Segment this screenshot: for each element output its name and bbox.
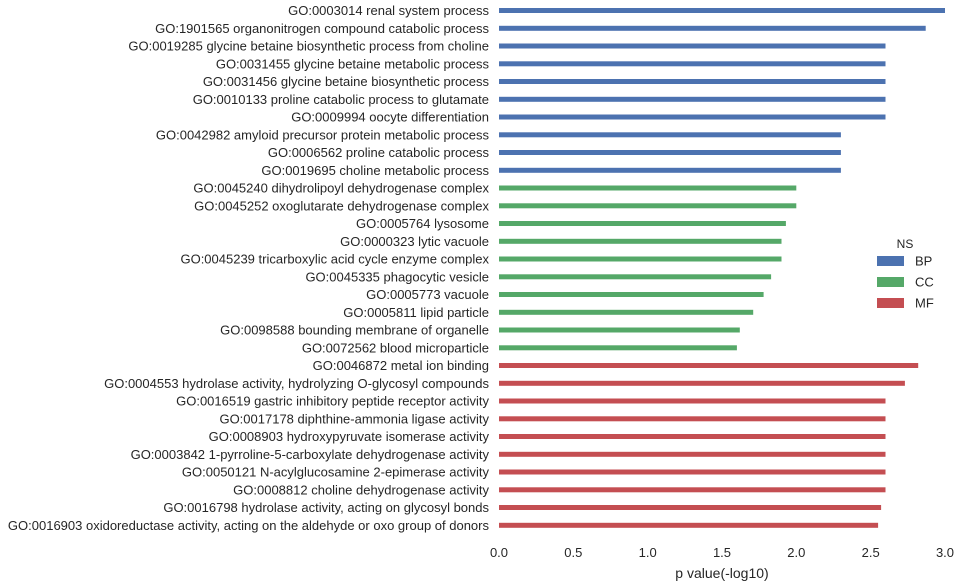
x-tick-label: 0.0 <box>490 545 508 560</box>
bar-cc <box>499 327 740 333</box>
category-label: GO:0005773 vacuole <box>366 287 489 302</box>
category-label: GO:0008903 hydroxypyruvate isomerase act… <box>209 429 490 444</box>
bar-bp <box>499 61 886 67</box>
bar-bp <box>499 150 841 155</box>
bar-cc <box>499 309 754 315</box>
legend-title: NS <box>897 237 914 251</box>
bar-cc <box>499 274 772 280</box>
bar-mf <box>499 380 905 386</box>
category-label: GO:0042982 amyloid precursor protein met… <box>156 127 490 142</box>
x-tick-label: 0.5 <box>564 545 582 560</box>
bar-bp <box>499 25 926 31</box>
bar-bp <box>499 8 945 13</box>
bar-mf <box>499 469 886 475</box>
category-label: GO:0050121 N-acylglucosamine 2-epimerase… <box>182 465 490 480</box>
category-label: GO:0098588 bounding membrane of organell… <box>220 323 489 338</box>
legend-swatch-bp <box>877 256 904 266</box>
category-label: GO:0000323 lytic vacuole <box>340 234 489 249</box>
bar-cc <box>499 238 782 244</box>
bar-cc <box>499 221 786 226</box>
legend-label-bp: BP <box>915 254 932 269</box>
category-label: GO:0008812 choline dehydrogenase activit… <box>233 482 489 497</box>
x-tick-label: 1.5 <box>713 545 731 560</box>
category-label: GO:0009994 oocyte differentiation <box>291 110 489 125</box>
x-tick-label: 2.5 <box>862 545 880 560</box>
bar-bp <box>499 96 886 102</box>
bar-mf <box>499 363 919 368</box>
bar-cc <box>499 256 782 262</box>
category-label: GO:0003842 1-pyrroline-5-carboxylate deh… <box>131 447 490 462</box>
category-label: GO:0003014 renal system process <box>288 3 489 18</box>
category-labels: GO:0003014 renal system process GO:190156… <box>8 3 490 533</box>
category-label: GO:1901565 organonitrogen compound catab… <box>155 21 489 36</box>
bar-mf <box>499 522 879 528</box>
category-label: GO:0005811 lipid particle <box>343 305 489 320</box>
legend-label-cc: CC <box>915 275 934 290</box>
bar-bp <box>499 132 841 138</box>
bar-mf <box>499 416 886 422</box>
x-tick-label: 3.0 <box>936 545 954 560</box>
category-label: GO:0016798 hydrolase activity, acting on… <box>163 500 489 515</box>
x-axis: 0.0 0.5 1.0 1.5 2.0 2.5 3.0 <box>490 545 954 560</box>
legend-swatch-mf <box>877 298 904 308</box>
bar-cc <box>499 185 797 191</box>
bar-mf <box>499 505 882 510</box>
category-label: GO:0017178 diphthine-ammonia ligase acti… <box>219 411 489 426</box>
legend-swatch-cc <box>877 277 904 287</box>
category-label: GO:0031456 glycine betaine biosynthetic … <box>203 74 490 89</box>
x-tick-label: 2.0 <box>787 545 805 560</box>
bar-cc <box>499 345 737 351</box>
category-label: GO:0005764 lysosome <box>356 216 489 231</box>
category-label: GO:0016519 gastric inhibitory peptide re… <box>176 394 489 409</box>
bar-mf <box>499 398 886 404</box>
bar-bp <box>499 43 886 49</box>
category-label: GO:0019695 choline metabolic process <box>261 163 489 178</box>
bar-mf <box>499 434 886 439</box>
category-label: GO:0019285 glycine betaine biosynthetic … <box>128 39 489 54</box>
bar-cc <box>499 203 797 209</box>
category-label: GO:0046872 metal ion binding <box>313 358 489 373</box>
category-label: GO:0045240 dihydrolipoyl dehydrogenase c… <box>193 181 489 196</box>
category-label: GO:0004553 hydrolase activity, hydrolyzi… <box>104 376 489 391</box>
bar-bp <box>499 79 886 84</box>
category-label: GO:0031455 glycine betaine metabolic pro… <box>216 56 490 71</box>
legend: NS BP CC MF <box>877 237 934 311</box>
x-tick-label: 1.0 <box>639 545 657 560</box>
category-label: GO:0072562 blood microparticle <box>302 340 489 355</box>
bar-mf <box>499 487 886 493</box>
bar-cc <box>499 292 764 297</box>
bar-bp <box>499 167 841 173</box>
bar-mf <box>499 451 886 457</box>
x-axis-title: p value(-log10) <box>675 565 768 581</box>
bar-bp <box>499 114 886 120</box>
legend-label-mf: MF <box>915 296 934 311</box>
category-label: GO:0045252 oxoglutarate dehydrogenase co… <box>194 198 489 213</box>
category-label: GO:0006562 proline catabolic process <box>268 145 490 160</box>
category-label: GO:0045335 phagocytic vesicle <box>305 269 489 284</box>
bars-layer <box>499 8 945 528</box>
category-label: GO:0010133 proline catabolic process to … <box>193 92 489 107</box>
category-label: GO:0045239 tricarboxylic acid cycle enzy… <box>180 252 489 267</box>
category-label: GO:0016903 oxidoreductase activity, acti… <box>8 518 490 533</box>
